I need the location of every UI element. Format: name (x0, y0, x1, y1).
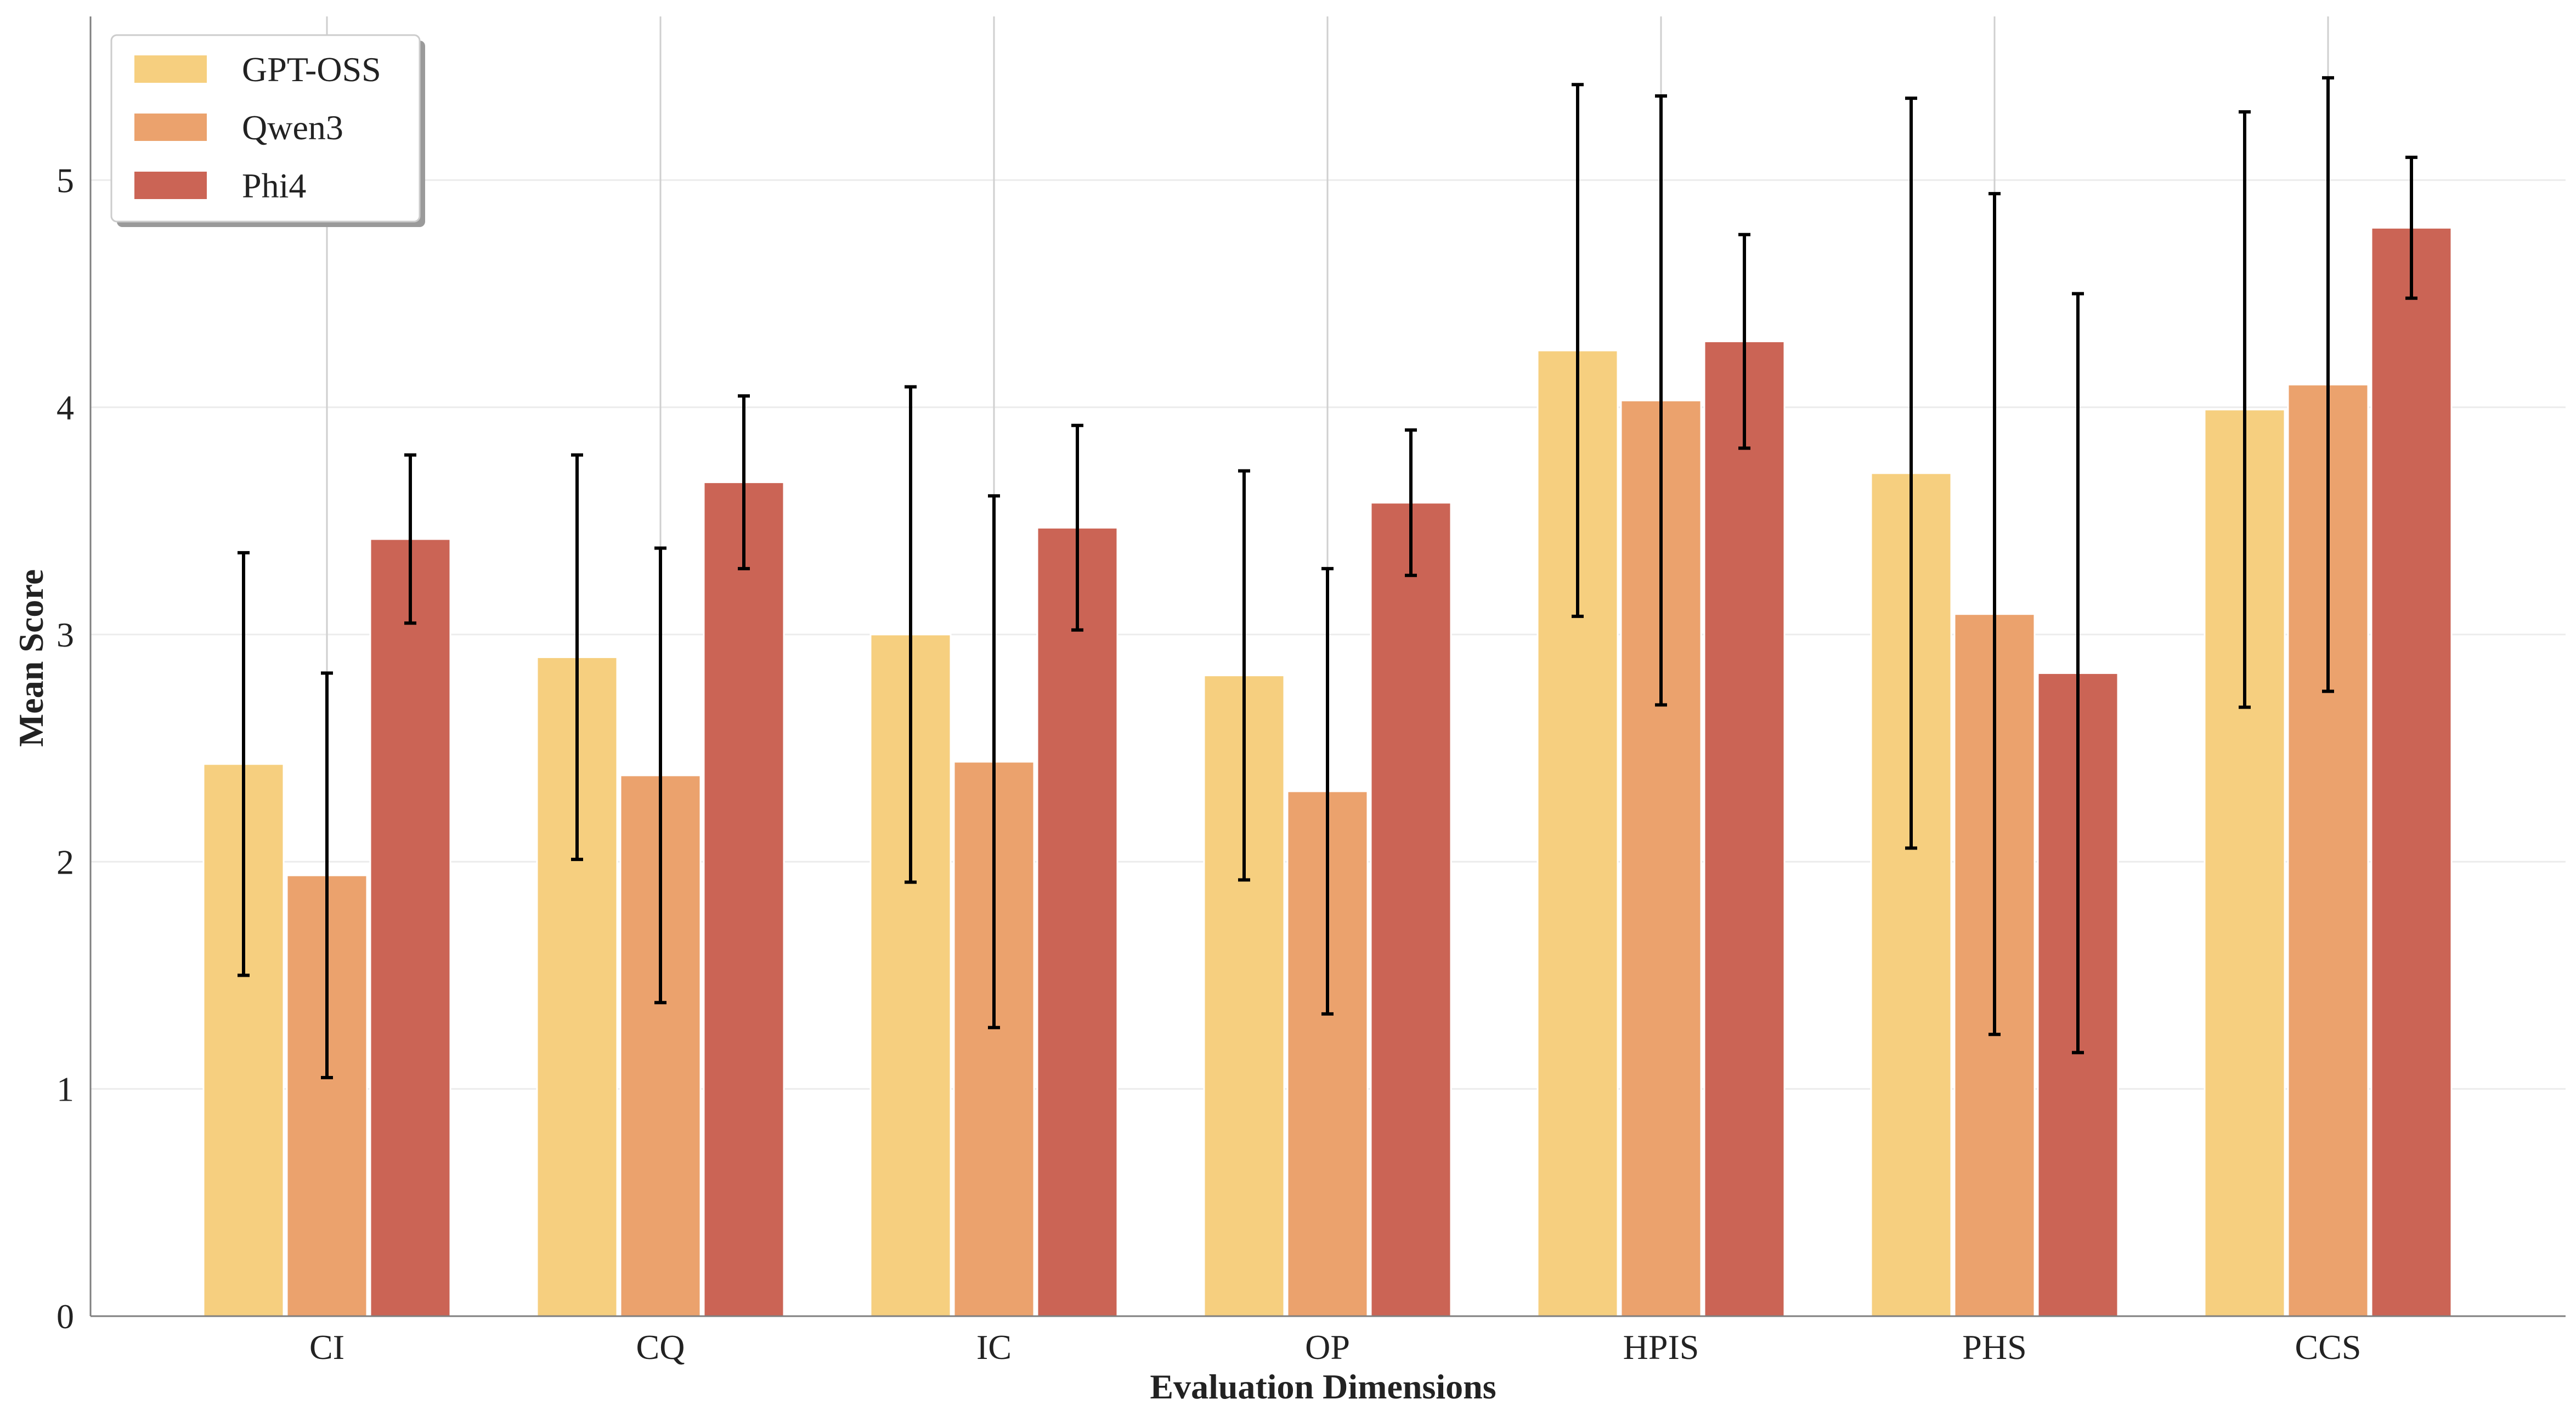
axes: 0 1 2 3 4 5 CI CQ IC OP HPIS PHS CCS (57, 16, 2566, 1367)
error-bar (1572, 83, 1584, 618)
y-tick-label: 0 (57, 1297, 74, 1336)
bar-phi4-ccs (2370, 226, 2453, 1317)
x-tick-label: IC (976, 1328, 1012, 1367)
error-bar (1405, 428, 1417, 577)
error-bar (1071, 423, 1083, 632)
error-bar (1655, 94, 1667, 707)
y-tick-label: 4 (57, 388, 74, 427)
legend-swatch-phi4 (134, 172, 207, 199)
error-bar (654, 546, 666, 1005)
y-tick-label: 1 (57, 1070, 74, 1109)
x-tick-label: CQ (636, 1328, 685, 1367)
error-bar (1905, 97, 1917, 850)
bar-phi4-hpis (1703, 341, 1786, 1317)
y-tick-label: 3 (57, 615, 74, 654)
error-bars (238, 76, 2417, 1079)
error-bar (988, 494, 1000, 1029)
x-tick-label: CI (309, 1328, 344, 1367)
error-bar (404, 453, 416, 625)
legend-swatch-qwen3 (134, 114, 207, 141)
x-tick-label: HPIS (1623, 1328, 1699, 1367)
legend-label: Phi4 (242, 166, 306, 205)
legend-label: Qwen3 (242, 108, 343, 147)
x-tick-label: CCS (2295, 1328, 2362, 1367)
x-axis-title: Evaluation Dimensions (1150, 1367, 1496, 1406)
error-bar (1738, 233, 1750, 450)
bar-phi4-ic (1036, 526, 1118, 1317)
error-bar (2239, 110, 2251, 709)
error-bar (2072, 292, 2084, 1055)
y-tick-label: 2 (57, 842, 74, 881)
legend-swatch-gpt-oss (134, 55, 207, 83)
x-tick-label: OP (1305, 1328, 1350, 1367)
error-bar (1238, 469, 1250, 882)
error-bar (1989, 192, 2001, 1036)
bar-phi4-ci (369, 538, 451, 1317)
error-bar (321, 671, 333, 1079)
bar-phi4-cq (703, 481, 785, 1317)
legend: GPT-OSS Qwen3 Phi4 (110, 34, 425, 227)
bar-phi4-op (1370, 502, 1452, 1317)
y-axis-title: Mean Score (12, 569, 50, 747)
error-bar (2405, 155, 2417, 300)
error-bar (2322, 76, 2334, 693)
error-bar (238, 551, 250, 977)
y-tick-label: 5 (57, 161, 74, 200)
legend-label: GPT-OSS (242, 50, 381, 89)
error-bar (571, 453, 583, 862)
error-bar (738, 394, 750, 570)
x-tick-label: PHS (1962, 1328, 2026, 1367)
error-bar (1321, 566, 1334, 1016)
error-bar (905, 385, 917, 884)
